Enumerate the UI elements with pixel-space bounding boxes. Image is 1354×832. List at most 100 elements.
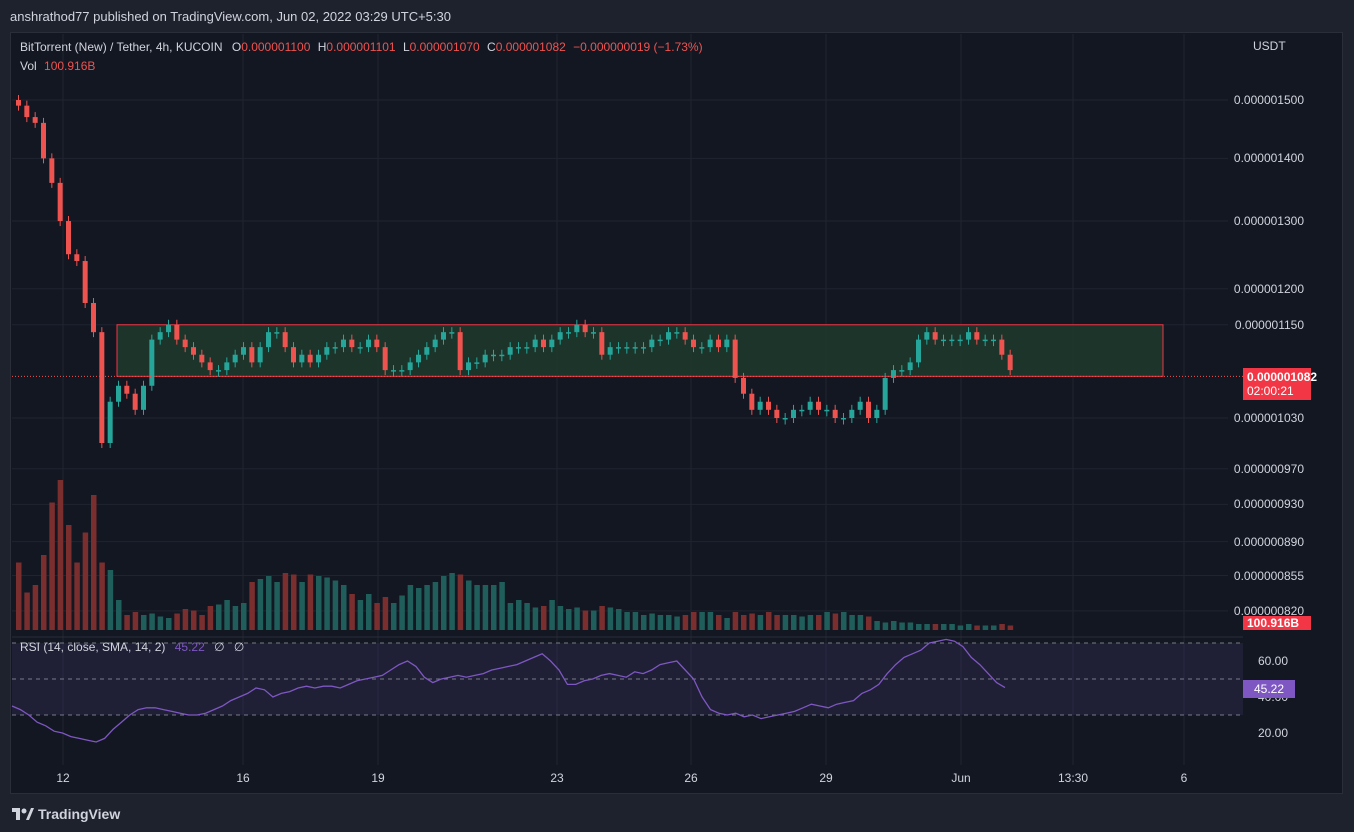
volume-bar [166, 618, 172, 630]
last-price-tag: 0.000001082 02:00:21 [1243, 368, 1317, 400]
candle-body [57, 182, 63, 222]
candle-body [41, 122, 46, 159]
candle-body [707, 339, 713, 348]
price-tick-label: 0.000001300 [1233, 214, 1304, 229]
candle-body [557, 332, 563, 340]
volume-bar [616, 609, 622, 630]
time-tick-label: 26 [684, 771, 698, 785]
volume-bar [691, 612, 697, 630]
range-box [116, 324, 1164, 377]
volume-bar [641, 615, 647, 630]
candle-body [224, 362, 230, 371]
volume-bar [824, 612, 830, 630]
candle-body [841, 418, 846, 420]
volume-bar [974, 625, 980, 630]
candle-body [241, 347, 246, 355]
volume-bar [141, 615, 147, 630]
volume-bar [99, 562, 105, 630]
volume-bar [266, 576, 272, 630]
candle-body [624, 347, 630, 349]
candle-body [791, 409, 796, 418]
candle-body [207, 362, 213, 371]
candle-body [632, 347, 638, 349]
symbol-legend: BitTorrent (New) / Tether, 4h, KUCOIN O0… [20, 40, 703, 54]
volume-bar [124, 615, 130, 630]
candle-body [899, 370, 905, 372]
volume-bar [91, 495, 97, 630]
time-tick-label: 19 [371, 771, 385, 785]
rsi-tick-label: 60.00 [1257, 654, 1288, 668]
candle-body [657, 339, 663, 342]
volume-bar [382, 597, 389, 630]
high-label: H [317, 40, 327, 54]
candle-body [874, 409, 880, 418]
candle-body [566, 332, 571, 334]
volume-bar [157, 616, 164, 630]
volume-bar [674, 616, 680, 630]
volume-bar [207, 606, 214, 630]
volume-bar [491, 585, 497, 630]
volume-value: 100.916B [44, 59, 96, 73]
volume-bar [441, 576, 447, 630]
candle-body [741, 377, 746, 394]
price-tick-label: 0.000001200 [1233, 281, 1304, 296]
rsi-legend: RSI (14, close, SMA, 14, 2) 45.22 ∅ ∅ [20, 640, 244, 654]
candle-body [182, 339, 188, 348]
candle-body [549, 339, 555, 348]
tradingview-logo[interactable]: TradingView [12, 806, 120, 822]
high-value: 0.000001101 [326, 40, 396, 54]
candle-body [982, 339, 988, 342]
candle-body [216, 370, 221, 372]
candle-body [507, 347, 513, 355]
volume-bar [941, 624, 947, 630]
volume-bar [291, 574, 297, 630]
candle-body [407, 362, 413, 371]
time-tick-label: 13:30 [1057, 771, 1089, 785]
volume-bar [499, 582, 505, 630]
volume-bar [791, 615, 797, 630]
close-value: 0.000001082 [495, 40, 566, 54]
candle-body [991, 339, 996, 342]
candle-body [649, 339, 655, 348]
volume-bar [732, 612, 739, 630]
candle-body [91, 302, 96, 333]
volume-bar [199, 615, 205, 630]
volume-bar [716, 615, 722, 630]
volume-bar [366, 594, 372, 630]
volume-bar [216, 604, 222, 630]
price-tick-label: 0.000000930 [1233, 497, 1304, 512]
candle-body [199, 354, 205, 363]
price-tick-label: 0.000000890 [1233, 534, 1304, 549]
candle-body [391, 370, 396, 372]
candle-body [699, 347, 705, 349]
candle-body [641, 347, 646, 349]
volume-bar [357, 600, 364, 630]
volume-bar [624, 612, 630, 630]
candle-body [432, 339, 438, 348]
volume-bar [432, 582, 439, 630]
candle-body [757, 401, 763, 410]
volume-bar [249, 582, 255, 630]
candles [16, 95, 1013, 449]
candle-body [457, 332, 463, 371]
chart-frame[interactable] [10, 32, 1343, 794]
time-tick-label: 29 [819, 771, 833, 785]
candle-body [174, 324, 180, 340]
volume-bar [32, 585, 39, 630]
candle-body [1007, 354, 1013, 371]
candle-body [249, 347, 255, 363]
candle-body [691, 339, 696, 348]
candle-body [107, 401, 113, 444]
volume-bars [16, 480, 1014, 630]
candle-body [382, 347, 388, 371]
volume-bar [374, 603, 380, 630]
volume-bar [407, 585, 414, 630]
volume-bar [324, 577, 330, 630]
candle-body [299, 354, 305, 363]
volume-bar [891, 621, 897, 630]
candle-body [157, 332, 163, 340]
volume-bar [466, 580, 472, 630]
volume-bar [57, 480, 64, 630]
publish-bar: anshrathod77 published on TradingView.co… [0, 0, 1354, 32]
